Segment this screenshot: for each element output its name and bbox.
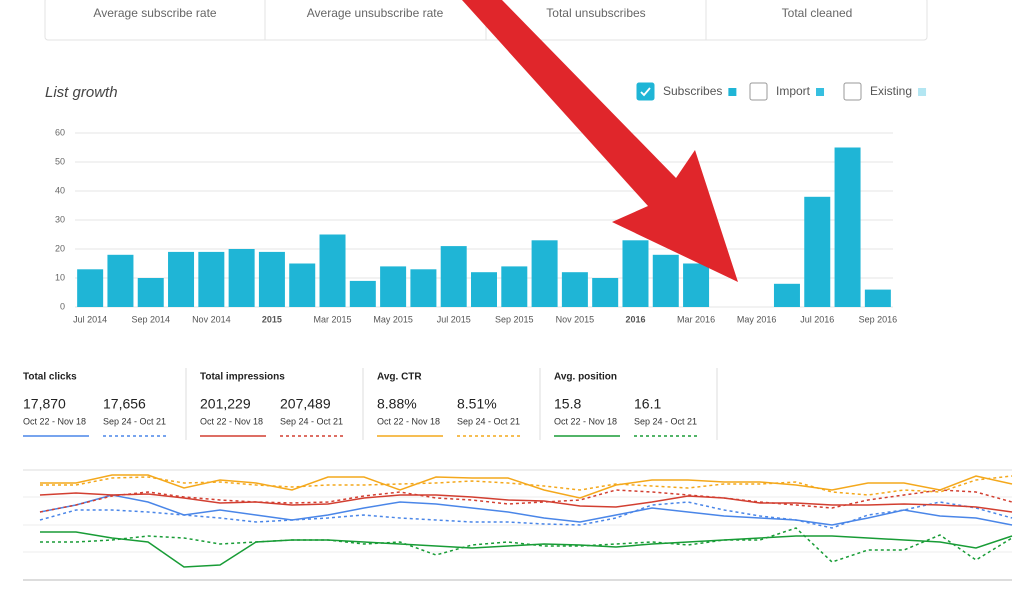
- bar: [501, 266, 528, 307]
- bar: [380, 266, 407, 307]
- metric-range: Oct 22 - Nov 18: [554, 416, 617, 426]
- chart-title: List growth: [45, 84, 118, 101]
- metric-range: Oct 22 - Nov 18: [23, 416, 86, 426]
- metric-range: Sep 24 - Oct 21: [634, 416, 697, 426]
- metric-value: 17,870: [23, 396, 66, 412]
- bar: [289, 263, 316, 307]
- stat-label: Total cleaned: [782, 6, 853, 20]
- line-series: [39, 494, 1013, 526]
- bar: [531, 240, 558, 307]
- x-tick-label: Jul 2016: [800, 314, 834, 324]
- bar: [77, 269, 104, 307]
- line-series: [40, 531, 1013, 568]
- legend-swatch: [728, 88, 737, 96]
- bar: [561, 272, 588, 307]
- legend-label: Subscribes: [663, 84, 722, 98]
- metric-value: 15.8: [554, 396, 581, 412]
- bar: [471, 272, 497, 307]
- bar: [349, 280, 376, 307]
- metric-range: Oct 22 - Nov 18: [377, 416, 440, 426]
- metric-value: 201,229: [200, 396, 251, 412]
- legend-checkbox[interactable]: [843, 82, 862, 101]
- bar: [228, 249, 255, 307]
- metric-range: Sep 24 - Oct 21: [457, 416, 520, 426]
- y-tick-label: 50: [55, 156, 65, 166]
- bar: [622, 240, 649, 307]
- legend-swatch: [816, 88, 825, 96]
- metric-title: Avg. CTR: [377, 372, 422, 383]
- legend-checkbox[interactable]: [636, 82, 655, 101]
- bar: [107, 254, 134, 307]
- metric-title: Avg. position: [554, 372, 617, 383]
- legend-checkbox[interactable]: [749, 82, 768, 101]
- bar: [168, 251, 195, 307]
- check-mark: [640, 87, 651, 97]
- x-tick-label: Nov 2014: [192, 314, 231, 324]
- metric-value: 16.1: [634, 396, 661, 412]
- bar: [804, 196, 831, 307]
- x-tick-label: Nov 2015: [556, 314, 595, 324]
- metric-range: Oct 22 - Nov 18: [200, 416, 263, 426]
- legend-label: Existing: [870, 84, 912, 98]
- x-tick-label: May 2015: [373, 314, 413, 324]
- y-tick-label: 60: [55, 127, 65, 137]
- y-tick-label: 40: [55, 185, 65, 195]
- y-tick-label: 30: [55, 214, 65, 224]
- bar: [258, 251, 285, 307]
- legend-swatch: [918, 88, 927, 96]
- x-tick-label: Jul 2014: [73, 314, 107, 324]
- bar: [440, 246, 467, 307]
- red-arrow: [462, 0, 738, 282]
- x-tick-label: Jul 2015: [437, 314, 471, 324]
- x-tick-label: Sep 2015: [495, 314, 534, 324]
- bar: [137, 278, 164, 307]
- metric-title: Total impressions: [200, 372, 285, 383]
- line-series: [40, 475, 1013, 496]
- bar: [652, 254, 679, 307]
- bar: [864, 289, 891, 307]
- bar: [319, 234, 346, 307]
- bar: [198, 251, 225, 307]
- stat-label: Average unsubscribe rate: [307, 6, 444, 20]
- y-tick-label: 0: [60, 301, 65, 311]
- x-tick-label: Sep 2014: [131, 314, 170, 324]
- line-series: [39, 492, 1013, 513]
- y-tick-label: 10: [55, 272, 65, 282]
- x-tick-label: 2016: [625, 314, 645, 324]
- metric-range: Sep 24 - Oct 21: [280, 416, 343, 426]
- bar: [410, 269, 437, 307]
- stat-label: Average subscribe rate: [93, 6, 217, 20]
- x-tick-label: Mar 2015: [314, 314, 352, 324]
- bar: [773, 283, 800, 307]
- x-tick-label: May 2016: [737, 314, 777, 324]
- metric-value: 8.51%: [457, 396, 497, 412]
- line-series: [40, 527, 1013, 563]
- metric-range: Sep 24 - Oct 21: [103, 416, 166, 426]
- bar: [592, 278, 619, 307]
- metric-value: 17,656: [103, 396, 146, 412]
- x-tick-label: 2015: [262, 314, 282, 324]
- bar: [683, 263, 710, 307]
- line-series: [39, 489, 1013, 513]
- stat-label: Total unsubscribes: [546, 6, 645, 20]
- y-tick-label: 20: [55, 243, 65, 253]
- metric-value: 207,489: [280, 396, 331, 412]
- line-series: [39, 501, 1013, 529]
- x-tick-label: Mar 2016: [677, 314, 715, 324]
- x-tick-label: Sep 2016: [859, 314, 898, 324]
- metric-value: 8.88%: [377, 396, 417, 412]
- metric-title: Total clicks: [23, 372, 77, 383]
- legend-label: Import: [776, 84, 811, 98]
- bar: [834, 147, 861, 307]
